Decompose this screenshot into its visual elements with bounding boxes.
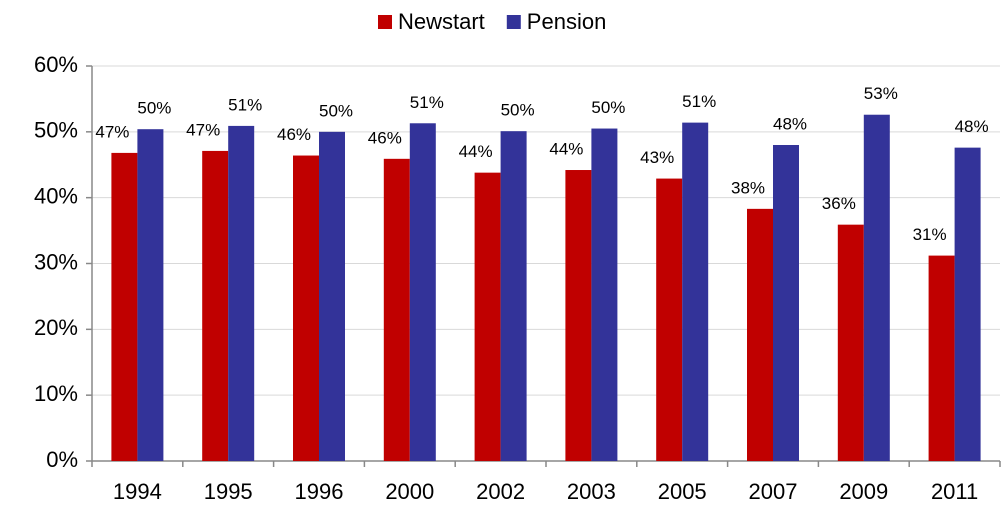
bar	[565, 170, 592, 461]
data-label: 43%	[640, 148, 674, 167]
x-tick-label: 2011	[931, 479, 978, 504]
bar	[293, 155, 319, 462]
legend-label: Pension	[527, 9, 607, 34]
data-label: 50%	[501, 101, 535, 120]
legend-label: Newstart	[398, 9, 485, 34]
x-tick-label: 2000	[385, 479, 434, 504]
data-label: 50%	[137, 99, 171, 118]
data-label: 38%	[731, 178, 765, 197]
data-label: 53%	[864, 84, 898, 103]
bar	[954, 147, 981, 461]
data-label: 47%	[186, 120, 220, 139]
x-tick-label: 2002	[476, 479, 525, 504]
y-tick-label: 0%	[46, 447, 78, 472]
y-tick-label: 30%	[34, 249, 78, 274]
bar	[137, 129, 164, 461]
data-label: 50%	[591, 98, 625, 117]
legend-swatch	[378, 15, 392, 29]
y-tick-label: 60%	[34, 52, 78, 77]
data-label: 44%	[459, 142, 493, 161]
data-label: 36%	[822, 194, 856, 213]
data-label: 51%	[410, 93, 444, 112]
x-tick-label: 2009	[839, 479, 888, 504]
bar	[409, 123, 436, 462]
bar	[202, 150, 229, 462]
bar	[500, 131, 527, 462]
x-tick-label: 2003	[567, 479, 616, 504]
data-label: 47%	[95, 122, 129, 141]
bar	[319, 131, 345, 462]
bar	[837, 224, 864, 461]
bar	[228, 125, 255, 462]
y-tick-label: 40%	[34, 183, 78, 208]
bar	[747, 208, 773, 461]
x-tick-label: 2007	[749, 479, 798, 504]
data-label: 50%	[319, 101, 353, 120]
y-tick-label: 20%	[34, 315, 78, 340]
bar	[474, 172, 501, 461]
bar	[656, 178, 683, 461]
bar	[111, 152, 138, 461]
data-label: 46%	[277, 125, 311, 144]
x-tick-label: 1995	[204, 479, 253, 504]
data-label: 51%	[682, 92, 716, 111]
data-label: 51%	[228, 95, 262, 114]
bar	[591, 128, 618, 461]
bar	[383, 158, 410, 461]
legend-swatch	[506, 15, 521, 29]
y-tick-label: 50%	[34, 118, 78, 143]
y-tick-label: 10%	[34, 381, 78, 406]
bar	[928, 255, 955, 461]
bar	[773, 145, 799, 461]
data-label: 44%	[549, 140, 583, 159]
data-label: 48%	[773, 114, 807, 133]
x-tick-label: 1994	[113, 479, 162, 504]
data-label: 31%	[913, 225, 947, 244]
bar	[863, 114, 890, 461]
bar	[682, 122, 709, 461]
x-tick-label: 1996	[295, 479, 344, 504]
data-label: 46%	[368, 128, 402, 147]
data-label: 48%	[955, 117, 989, 136]
x-tick-label: 2005	[658, 479, 707, 504]
